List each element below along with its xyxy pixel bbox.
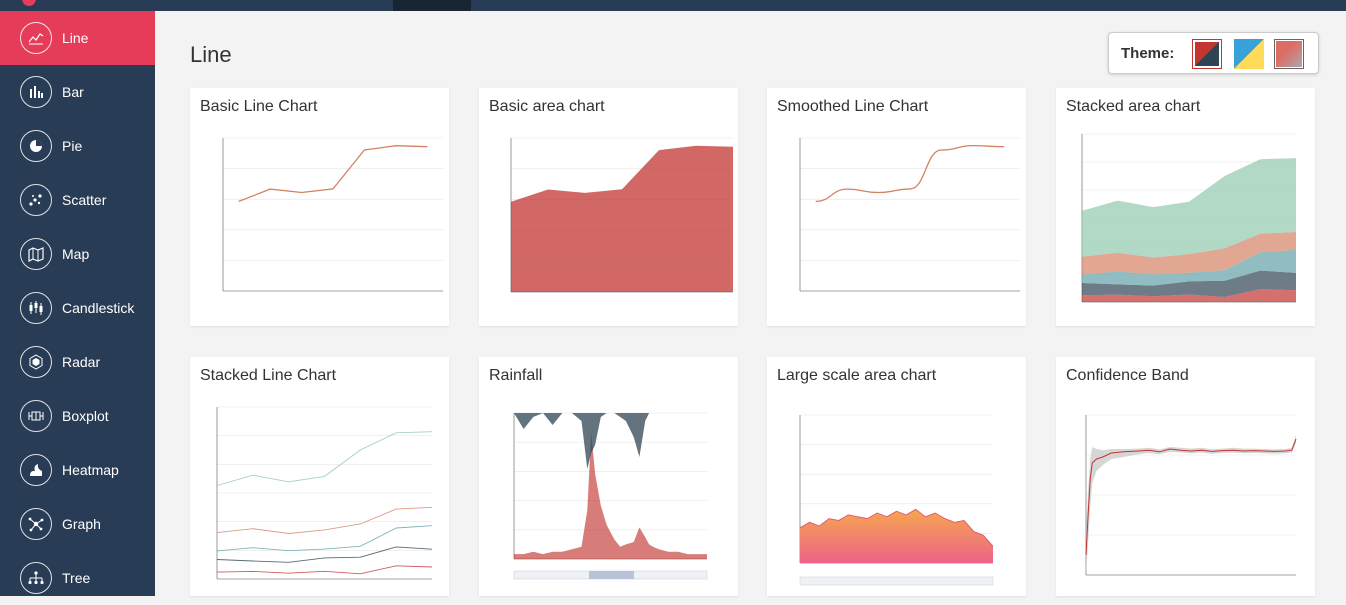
line-series-3 <box>216 506 433 534</box>
area-series-4 <box>1082 158 1296 258</box>
chart-confidence-band <box>1085 414 1297 576</box>
card-title: Basic area chart <box>489 98 605 115</box>
sidebar-item-label: Radar <box>62 354 101 370</box>
top-bar-tab[interactable] <box>393 0 471 11</box>
sidebar-item-label: Pie <box>62 138 83 154</box>
zoom-slider <box>799 576 994 586</box>
area-fill <box>511 145 733 292</box>
tree-icon <box>20 562 52 594</box>
sidebar-item-bar[interactable]: Bar <box>0 65 155 119</box>
map-icon <box>20 238 52 270</box>
sidebar-item-label: Graph <box>62 516 101 532</box>
sidebar-item-map[interactable]: Map <box>0 227 155 281</box>
line-series-1 <box>216 546 433 563</box>
area-fill <box>800 509 993 563</box>
chart-basic-line <box>222 137 443 292</box>
line-chart-icon <box>20 22 52 54</box>
chart-large-scale-area <box>799 414 994 586</box>
chart-basic-area <box>510 137 733 293</box>
sidebar-item-heatmap[interactable]: Heatmap <box>0 443 155 497</box>
sidebar-item-label: Bar <box>62 84 84 100</box>
bar-chart-icon <box>20 76 52 108</box>
chart-stacked-line <box>216 406 433 580</box>
card-title: Smoothed Line Chart <box>777 98 929 115</box>
sidebar-item-candlestick[interactable]: Candlestick <box>0 281 155 335</box>
radar-icon <box>20 346 52 378</box>
confidence-band <box>1086 435 1296 575</box>
flow-area <box>514 432 707 559</box>
series-line <box>799 508 994 547</box>
boxplot-icon <box>20 400 52 432</box>
area-series-1 <box>1082 270 1296 297</box>
line-series-2 <box>216 525 433 552</box>
theme-swatch-dark[interactable] <box>1274 39 1304 69</box>
theme-label: Theme: <box>1121 45 1175 62</box>
logo-icon <box>22 0 36 6</box>
main-content: Line Theme: Basic Line Chart Basic area … <box>155 11 1346 596</box>
sidebar-item-line[interactable]: Line <box>0 11 155 65</box>
area-series-2 <box>1082 249 1296 286</box>
sidebar-item-label: Map <box>62 246 90 262</box>
theme-selector: Theme: <box>1108 32 1319 74</box>
card-title: Confidence Band <box>1066 367 1189 384</box>
scatter-chart-icon <box>20 184 52 216</box>
area-series-0 <box>1082 289 1296 302</box>
chart-card-stacked-line[interactable]: Stacked Line Chart <box>190 357 449 596</box>
line-series-4 <box>216 431 433 486</box>
sidebar-item-graph[interactable]: Graph <box>0 497 155 551</box>
card-title: Rainfall <box>489 367 543 384</box>
series-line <box>815 144 1005 203</box>
graph-icon <box>20 508 52 540</box>
page-title: Line <box>190 42 232 67</box>
sidebar-item-label: Boxplot <box>62 408 109 424</box>
chart-stacked-area <box>1081 133 1296 303</box>
candlestick-icon <box>20 292 52 324</box>
sidebar-item-pie[interactable]: Pie <box>0 119 155 173</box>
sidebar-item-boxplot[interactable]: Boxplot <box>0 389 155 443</box>
rainfall-area <box>514 413 707 469</box>
sidebar-item-label: Heatmap <box>62 462 119 478</box>
card-title: Large scale area chart <box>777 367 937 384</box>
card-title: Stacked Line Chart <box>200 367 337 384</box>
series-line <box>1085 438 1297 556</box>
chart-rainfall <box>513 412 708 580</box>
chart-card-large-scale-area[interactable]: Large scale area chart <box>767 357 1026 596</box>
top-bar <box>0 0 1346 11</box>
series-line <box>238 145 428 203</box>
sidebar-item-scatter[interactable]: Scatter <box>0 173 155 227</box>
theme-swatch-light[interactable] <box>1234 39 1264 69</box>
card-title: Stacked area chart <box>1066 98 1201 115</box>
chart-card-stacked-area[interactable]: Stacked area chart <box>1056 88 1315 326</box>
chart-card-smoothed-line[interactable]: Smoothed Line Chart <box>767 88 1026 326</box>
sidebar-item-label: Candlestick <box>62 300 135 316</box>
chart-smoothed-line <box>799 137 1020 292</box>
zoom-slider-handle <box>589 571 634 579</box>
heatmap-icon <box>20 454 52 486</box>
chart-card-basic-area[interactable]: Basic area chart <box>479 88 738 326</box>
area-series-3 <box>1082 232 1296 275</box>
sidebar-item-label: Line <box>62 30 89 46</box>
chart-card-basic-line[interactable]: Basic Line Chart <box>190 88 449 326</box>
sidebar-item-radar[interactable]: Radar <box>0 335 155 389</box>
pie-chart-icon <box>20 130 52 162</box>
sidebar-item-label: Scatter <box>62 192 107 208</box>
sidebar: Line Bar Pie Scatter Map Candlestick Rad… <box>0 11 155 596</box>
line-series-0 <box>216 565 433 575</box>
chart-card-confidence-band[interactable]: Confidence Band <box>1056 357 1315 596</box>
theme-swatch-default[interactable] <box>1192 39 1222 69</box>
card-title: Basic Line Chart <box>200 98 318 115</box>
chart-card-rainfall[interactable]: Rainfall <box>479 357 738 596</box>
sidebar-item-tree[interactable]: Tree <box>0 551 155 605</box>
sidebar-item-label: Tree <box>62 570 91 586</box>
